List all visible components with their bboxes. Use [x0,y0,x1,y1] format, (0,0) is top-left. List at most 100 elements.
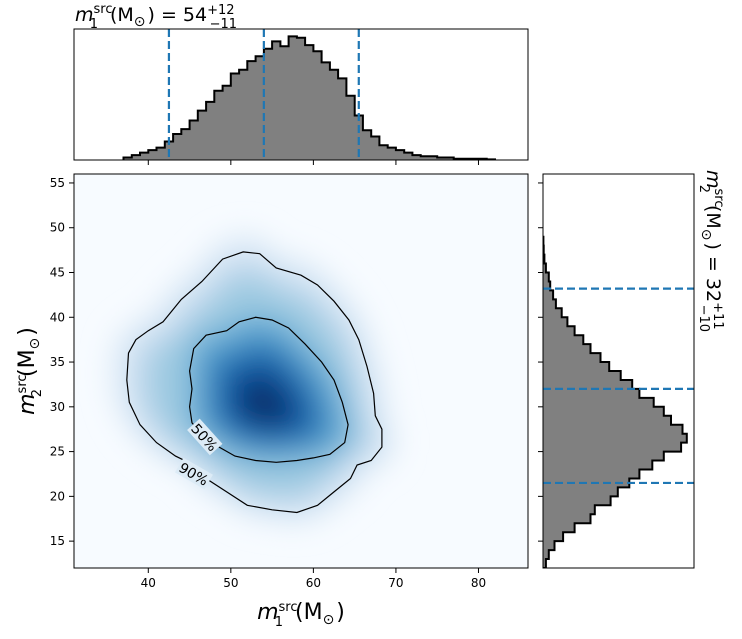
m1-hist-bar [156,147,166,160]
m2-hist-bar [543,532,564,542]
m1-hist-bar [247,61,256,160]
m1-hist-bar [206,101,215,160]
y-tick-label: 15 [50,534,65,548]
x-tick-label: 40 [141,576,156,590]
y-tick-label: 45 [50,266,65,280]
m2-hist-bar [543,559,546,568]
y-tick-label: 20 [50,489,65,503]
m1-hist-bar [404,152,413,160]
m2-hist-bar [543,487,618,497]
x-axis-ticks: 40 50 60 70 80 [141,568,486,590]
contour-label-gap [187,418,223,456]
m2-hist-bar [543,281,551,291]
contour-label-gap [174,457,213,490]
m1-hist-bar [420,156,430,160]
m1-hist-bar [230,73,240,160]
m2-histogram [543,235,688,568]
m2-hist-bar [543,424,683,435]
m2-hist-bar [543,442,682,452]
m1-hist-bar [387,147,397,160]
y-tick-label: 25 [50,445,65,459]
m1-hist-bar [148,150,157,160]
m1-hist-bar [296,37,306,160]
m1-hist-bar [123,157,133,160]
m2-histogram-frame [542,173,695,569]
m1-hist-bar [280,46,290,160]
m1-hist-bar [379,145,389,160]
m1-hist-bar [181,129,190,160]
x-tick-label: 70 [388,576,403,590]
m1-hist-bar [313,51,323,160]
m1-hist-bar [329,69,339,160]
m1-hist-bar [197,110,207,160]
y-tick-label: 40 [50,310,65,324]
m1-hist-bar [362,130,372,160]
m2-hist-bar [543,460,653,470]
y-tick-label: 50 [50,221,65,235]
m1-hist-bar [321,62,331,160]
m1-quantile-lines [167,29,360,160]
m2-hist-bar [543,415,671,426]
m1-hist-bar [371,136,380,160]
x-tick-label: 80 [471,576,486,590]
m2-hist-bar [543,263,546,273]
m1-hist-bar [288,36,298,160]
m1-hist-bar [412,155,422,160]
m2-hist-bar [543,397,654,408]
m1-histogram-panel [73,28,529,165]
m1-hist-bar [272,41,281,160]
m2-hist-bar [543,326,575,336]
m2-hist-bar [543,505,595,515]
x-tick-label: 60 [306,576,321,590]
m1-hist-bar [140,152,149,160]
m2-hist-bar [543,433,687,444]
m2-hist-outline [543,235,688,568]
m2-hist-bar [543,514,591,524]
y-tick-label: 55 [50,176,65,190]
m2-hist-bar [543,541,555,551]
y-axis-label: msrc2(M⊙) [15,327,45,415]
m1-hist-bar [131,155,141,160]
m2-hist-bar [543,371,621,381]
m1-title: msrc 1 (M⊙) = 54+12 −11 [75,2,237,32]
m2-hist-bar [543,550,549,560]
m2-hist-bar [543,335,584,345]
density-frame [73,173,529,569]
m2-hist-bar [543,380,633,390]
contour-90 [126,251,383,514]
m1-hist-outline [122,35,496,160]
m1-hist-bar [189,120,199,160]
m1-hist-bar [445,157,455,160]
m1-hist-bar [222,85,232,160]
m2-histogram-ticks [538,182,543,542]
m1-hist-bar [214,90,223,160]
y-tick-label: 30 [50,400,65,414]
m1-hist-bar [255,56,265,160]
m2-hist-bar [543,290,554,300]
m1-hist-bar [263,48,273,160]
m2-title: msrc2(M⊙)= 32+11−10 [696,170,726,332]
m2-hist-bar [543,362,610,372]
m1-hist-bar [437,157,446,160]
m2-hist-bar [543,406,664,417]
y-tick-label: 35 [50,355,65,369]
m2-quantile-lines [543,287,694,485]
m2-hist-bar [543,308,562,318]
m2-hist-bar [543,299,556,309]
m2-hist-bar [543,317,568,327]
m1-histogram-frame [73,28,529,161]
x-axis-label: msrc 1 (M⊙) [257,600,345,630]
m2-hist-bar [543,469,640,479]
m2-hist-bar [543,451,664,461]
m2-histogram-panel [538,173,695,569]
m1-hist-bar [346,95,356,160]
m1-hist-bar [428,156,438,160]
m2-hist-bar [543,496,611,506]
m1-hist-bar [173,134,182,160]
y-axis-ticks: 15 20 25 30 35 40 45 50 55 [50,176,74,548]
m1-hist-bar [305,45,314,160]
m2-hist-bar [543,272,549,282]
m2-hist-bar [543,353,601,363]
